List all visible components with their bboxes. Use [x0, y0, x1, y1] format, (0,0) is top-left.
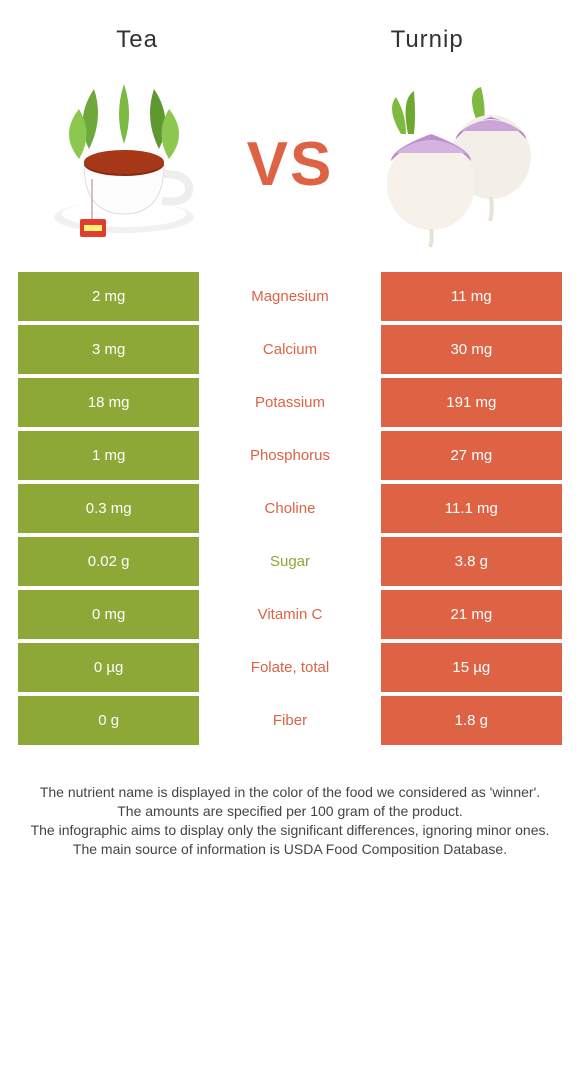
table-row: 0 µgFolate, total15 µg — [18, 643, 562, 692]
nutrient-label: Vitamin C — [199, 590, 380, 639]
left-value: 18 mg — [18, 378, 199, 427]
turnip-image — [366, 79, 546, 249]
table-row: 2 mgMagnesium11 mg — [18, 272, 562, 321]
hero-row: VS — [0, 62, 580, 272]
right-value: 3.8 g — [381, 537, 562, 586]
nutrient-label: Sugar — [199, 537, 380, 586]
right-value: 30 mg — [381, 325, 562, 374]
right-value: 191 mg — [381, 378, 562, 427]
table-row: 3 mgCalcium30 mg — [18, 325, 562, 374]
left-value: 0.02 g — [18, 537, 199, 586]
left-value: 3 mg — [18, 325, 199, 374]
tea-icon — [34, 79, 214, 249]
footer-line: The infographic aims to display only the… — [10, 821, 570, 840]
left-value: 0 µg — [18, 643, 199, 692]
table-row: 0.02 gSugar3.8 g — [18, 537, 562, 586]
right-value: 11.1 mg — [381, 484, 562, 533]
table-row: 0 mgVitamin C21 mg — [18, 590, 562, 639]
left-food-title: Tea — [116, 26, 158, 54]
right-value: 11 mg — [381, 272, 562, 321]
vs-label: VS — [247, 129, 334, 200]
table-row: 1 mgPhosphorus27 mg — [18, 431, 562, 480]
nutrient-label: Fiber — [199, 696, 380, 745]
header: Tea Turnip — [0, 0, 580, 62]
footer-line: The amounts are specified per 100 gram o… — [10, 802, 570, 821]
right-value: 27 mg — [381, 431, 562, 480]
right-value: 21 mg — [381, 590, 562, 639]
tea-image — [34, 79, 214, 249]
footer-notes: The nutrient name is displayed in the co… — [0, 749, 580, 859]
footer-line: The main source of information is USDA F… — [10, 840, 570, 859]
left-value: 0 mg — [18, 590, 199, 639]
right-value: 15 µg — [381, 643, 562, 692]
left-value: 0.3 mg — [18, 484, 199, 533]
nutrient-label: Folate, total — [199, 643, 380, 692]
nutrient-label: Phosphorus — [199, 431, 380, 480]
nutrient-label: Potassium — [199, 378, 380, 427]
right-value: 1.8 g — [381, 696, 562, 745]
left-value: 0 g — [18, 696, 199, 745]
table-row: 18 mgPotassium191 mg — [18, 378, 562, 427]
footer-line: The nutrient name is displayed in the co… — [10, 783, 570, 802]
turnip-icon — [366, 79, 546, 249]
nutrient-label: Magnesium — [199, 272, 380, 321]
left-value: 2 mg — [18, 272, 199, 321]
nutrient-table: 2 mgMagnesium11 mg3 mgCalcium30 mg18 mgP… — [0, 272, 580, 745]
table-row: 0 gFiber1.8 g — [18, 696, 562, 745]
nutrient-label: Calcium — [199, 325, 380, 374]
table-row: 0.3 mgCholine11.1 mg — [18, 484, 562, 533]
nutrient-label: Choline — [199, 484, 380, 533]
left-value: 1 mg — [18, 431, 199, 480]
right-food-title: Turnip — [391, 26, 464, 54]
